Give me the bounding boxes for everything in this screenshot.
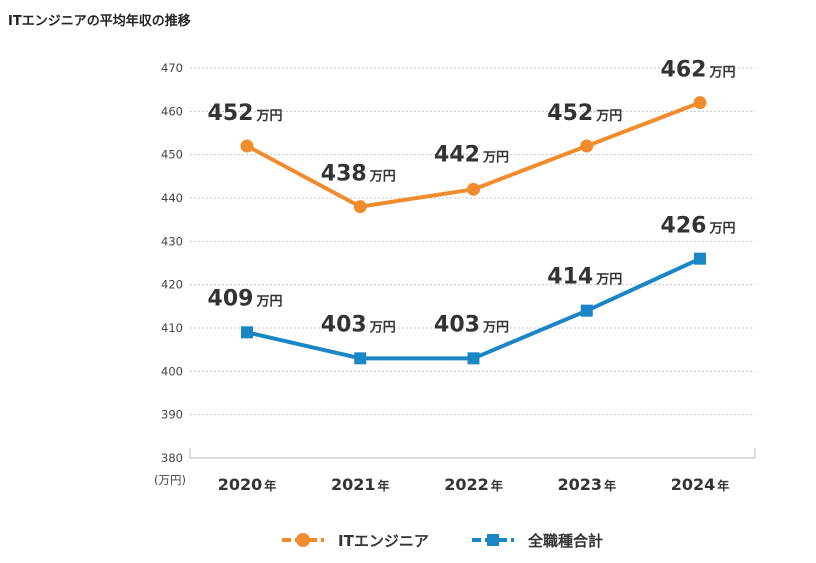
legend-item-2: 全職種合計 [472, 532, 603, 550]
data-label: 409 万円 [208, 286, 283, 311]
data-point [467, 182, 480, 196]
data-label: 426 万円 [661, 214, 736, 239]
data-point [354, 352, 367, 365]
data-label: 452 万円 [547, 101, 622, 126]
data-point [240, 139, 254, 153]
y-tick-label: 380 [161, 451, 183, 465]
y-tick-label: 410 [161, 321, 183, 335]
data-point [694, 252, 706, 265]
y-tick-label: 470 [161, 61, 183, 75]
y-unit-label: (万円) [154, 473, 186, 487]
y-tick-label: 420 [161, 278, 183, 292]
y-tick-label: 450 [161, 148, 183, 162]
legend-label: ITエンジニア [338, 532, 429, 550]
data-label: 438 万円 [321, 162, 396, 187]
data-label: 442 万円 [434, 142, 509, 167]
y-tick-label: 440 [161, 191, 183, 205]
x-tick-label: 2021 年 [331, 475, 390, 494]
data-point [693, 96, 707, 110]
legend-item-1: ITエンジニア [282, 532, 429, 550]
x-tick-label: 2023 年 [557, 475, 616, 494]
data-label: 462 万円 [661, 58, 736, 83]
legend-marker [487, 534, 499, 546]
data-point [353, 200, 367, 214]
x-tick-label: 2020 年 [218, 475, 277, 494]
chart-title: ITエンジニアの平均年収の推移 [8, 14, 191, 29]
data-label: 403 万円 [434, 312, 509, 337]
data-point [580, 139, 594, 153]
x-tick-label: 2024 年 [671, 475, 730, 494]
data-point [580, 304, 593, 317]
data-label: 452 万円 [208, 101, 283, 126]
data-point [467, 352, 480, 365]
y-tick-label: 390 [161, 408, 183, 422]
data-label: 414 万円 [547, 265, 622, 290]
legend-label: 全職種合計 [527, 532, 603, 550]
y-tick-label: 430 [161, 234, 183, 248]
data-label: 403 万円 [321, 312, 396, 337]
data-point [241, 326, 253, 339]
legend-marker [296, 533, 310, 547]
series-line-2 [245, 256, 702, 361]
y-tick-label: 460 [161, 104, 183, 118]
x-tick-label: 2022 年 [444, 475, 503, 494]
y-tick-label: 400 [161, 364, 183, 378]
